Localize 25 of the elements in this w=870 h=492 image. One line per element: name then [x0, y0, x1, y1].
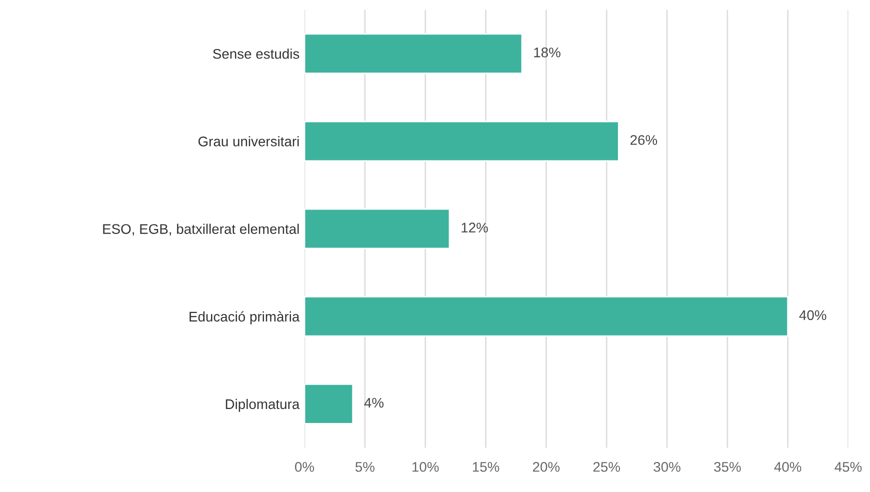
y-tick-label: ESO, EGB, batxillerat elemental — [103, 224, 299, 236]
data-label: 4% — [364, 398, 384, 408]
y-tick-label: Sense estudis — [213, 48, 300, 59]
data-label: 12% — [462, 222, 488, 232]
x-tick-label: 20% — [532, 462, 560, 472]
bar — [304, 296, 789, 337]
y-tick-label: Grau universitari — [198, 136, 299, 146]
x-tick-label: 40% — [774, 462, 802, 472]
bar — [304, 120, 620, 162]
x-tick-label: 5% — [355, 462, 374, 472]
x-tick-label: 35% — [714, 462, 741, 472]
x-tick-label: 15% — [472, 462, 500, 472]
x-tick-label: 0% — [295, 462, 314, 472]
x-tick-label: 30% — [654, 462, 680, 472]
y-tick-label: Educació primària — [190, 311, 300, 324]
data-label: 40% — [799, 310, 826, 320]
x-tick-label: 25% — [593, 462, 620, 472]
y-tick-label: Diplomatura — [226, 398, 300, 412]
data-label: 26% — [630, 135, 658, 145]
data-label: 18% — [534, 48, 560, 58]
x-tick-label: 10% — [412, 462, 439, 472]
x-tick-label: 45% — [834, 462, 862, 472]
bar — [304, 33, 523, 74]
bar — [304, 208, 450, 250]
bar — [304, 384, 354, 424]
